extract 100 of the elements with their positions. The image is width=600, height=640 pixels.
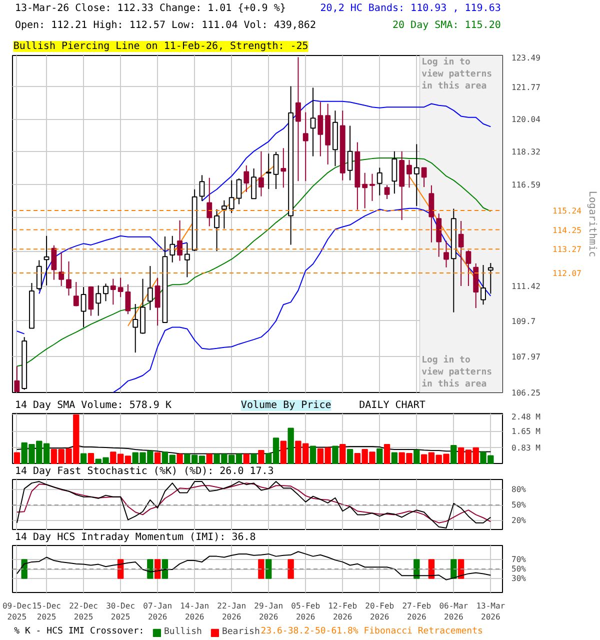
y-tick-label: 118.32 — [512, 147, 541, 156]
annotation: Log in to view patterns in this area — [422, 56, 492, 92]
x-tick-label: 27-Feb 2026 — [402, 602, 432, 622]
candlestick — [266, 153, 272, 190]
line-series — [16, 551, 492, 580]
y-tick-label: 120.04 — [512, 115, 541, 124]
candlestick — [406, 159, 412, 188]
candlestick — [376, 167, 382, 196]
candlestick — [251, 168, 257, 200]
chart-subtitle: Open: 112.21 High: 112.57 Low: 111.04 Vol: 439,862 — [14, 20, 316, 31]
candlestick — [458, 220, 464, 287]
x-tick-label: 05-Feb 2026 — [291, 602, 320, 622]
candlestick — [221, 200, 227, 230]
candlestick — [80, 286, 86, 328]
chart-title: 14 Day Fast Stochastic (%K) (%D): 26.0 17.3 — [14, 466, 274, 477]
candlestick — [228, 180, 234, 214]
y-tick-label: 20% — [512, 516, 526, 525]
line-series — [16, 445, 492, 454]
bar — [340, 444, 346, 464]
text: 20 Day SMA: 115.20 — [392, 20, 501, 31]
ref-line-label: 115.24 — [552, 206, 582, 216]
text: 20,2 HC Bands: 110.93 , 119.63 — [320, 3, 501, 14]
candlestick — [110, 278, 116, 306]
chart-title: 14 Day HCS Intraday Momentum (IMI): 36.8 — [14, 532, 256, 543]
y-tick-label: 107.97 — [512, 352, 541, 362]
x-tick-label: 22-Jan 2026 — [217, 602, 246, 622]
bar — [346, 449, 354, 464]
bar — [310, 446, 316, 464]
candlestick — [444, 240, 449, 268]
candlestick — [66, 260, 72, 296]
y-tick-label: 109.7 — [512, 316, 536, 326]
chart-title: 14 Day SMA Volume: 578.9 K — [14, 400, 172, 411]
x-tick-label: 29-Jan 2026 — [254, 602, 284, 622]
ref-line-label: 112.07 — [552, 268, 582, 278]
candlestick — [347, 125, 353, 181]
x-tick-label: 30-Dec 2025 — [106, 602, 136, 622]
bar — [258, 450, 264, 464]
candlestick — [310, 87, 316, 157]
candlestick — [302, 112, 308, 182]
candlestick — [318, 102, 324, 157]
y-tick-label: 121.77 — [512, 82, 541, 92]
text: 23.6-38.2-50-61.8% Fibonacci Retracements — [260, 626, 483, 636]
candlestick — [392, 150, 398, 194]
candlestick — [118, 277, 124, 298]
text: DAILY CHART — [359, 400, 426, 411]
candlestick — [170, 235, 176, 263]
candlestick — [103, 283, 108, 302]
candlestick — [384, 184, 390, 200]
bar — [80, 453, 87, 464]
annotation: Log in to view patterns in this area — [422, 354, 492, 390]
x-tick-label: 12-Feb 2026 — [328, 602, 358, 622]
candlestick — [154, 277, 160, 326]
ref-line-label: 114.25 — [552, 226, 582, 235]
x-tick-label: 09-Dec 2025 — [2, 602, 32, 622]
chart-title: 13-Mar-26 Close: 112.33 Change: 1.01 {+0.9 %} — [14, 3, 286, 14]
bar — [280, 440, 286, 464]
y-tick-label: 0.83 M — [512, 443, 541, 452]
x-tick-label: 06-Mar 2026 — [439, 602, 468, 622]
candlestick — [436, 213, 442, 258]
candlestick — [480, 264, 486, 306]
candlestick — [36, 260, 42, 291]
line-series — [112, 208, 492, 392]
y-tick-label: 123.49 — [512, 54, 541, 62]
candlestick — [421, 167, 427, 188]
y-tick-label: 30% — [512, 574, 526, 583]
ref-line-label: 113.27 — [552, 245, 582, 254]
y-tick-label: 1.65 M — [512, 427, 541, 436]
bar — [450, 445, 457, 464]
y-axis-title: Logarithmic — [586, 190, 598, 258]
text: Volume By Price — [240, 400, 332, 411]
y-tick-label: 50% — [512, 500, 526, 510]
candlestick — [244, 164, 250, 193]
candlestick — [295, 56, 301, 182]
candlestick — [44, 235, 50, 286]
bar — [332, 446, 338, 464]
y-tick-label: 70% — [512, 555, 526, 564]
candlestick — [206, 177, 212, 227]
candlestick — [466, 250, 472, 287]
candlestick — [273, 151, 279, 190]
candlestick — [125, 284, 131, 315]
x-tick-label: 13-Mar 2026 — [476, 602, 506, 622]
text: Bullish Piercing Line on 11-Feb-26, Strength: -25 — [13, 41, 308, 52]
legend-title: % K - HCS IMI Crossover: — [14, 626, 144, 636]
candlestick — [236, 178, 242, 205]
bar — [243, 454, 250, 464]
candlestick — [488, 262, 494, 294]
candlestick — [58, 252, 64, 287]
y-tick-label: 2.48 M — [512, 412, 541, 422]
x-tick-label: 07-Jan 2026 — [143, 602, 172, 622]
candlestick — [51, 244, 57, 280]
y-tick-label: 50% — [512, 564, 526, 574]
candlestick — [414, 144, 420, 206]
x-tick-label: 14-Jan 2026 — [180, 602, 210, 622]
bar — [288, 428, 294, 464]
bar — [154, 452, 161, 464]
candlestick — [362, 172, 368, 209]
x-tick-label: 20-Feb 2026 — [365, 602, 394, 622]
y-tick-label: 80% — [512, 485, 526, 494]
bar — [391, 452, 398, 464]
candlestick — [88, 286, 94, 316]
